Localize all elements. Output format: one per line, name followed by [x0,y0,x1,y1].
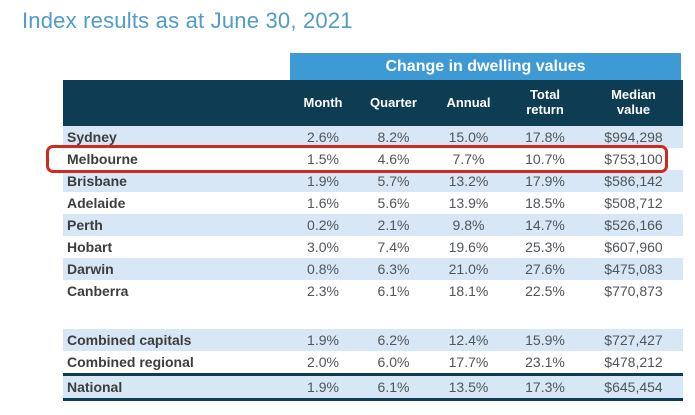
cell-value: 1.5% [307,151,339,167]
cell-value: 4.6% [377,151,410,167]
cell-value: 2.0% [307,354,339,370]
cell-value: 5.6% [377,195,410,211]
table-row: Adelaide 1.6% 5.6% 13.9% 18.5% $508,712 [63,192,683,214]
column-header-total-return: Total return [506,80,584,126]
cell-value: $753,100 [604,151,663,167]
cell-value: $478,212 [604,354,663,370]
cell-value: 5.7% [356,170,431,192]
row-label: Sydney [63,126,290,148]
row-label: Combined regional [67,354,194,370]
cell-value: 17.8% [506,126,584,148]
cell-value: $607,960 [604,239,663,255]
cell-value: 0.2% [290,214,356,236]
cell-value: 6.3% [356,258,431,280]
column-header-median-value: Median value [584,80,683,126]
cell-value: 22.5% [525,283,565,299]
cell-value: 9.8% [431,214,506,236]
cell-value: 13.9% [448,195,489,211]
row-label: Darwin [63,258,290,280]
table-row: Sydney 2.6% 8.2% 15.0% 17.8% $994,298 [63,126,683,148]
table-row: Perth 0.2% 2.1% 9.8% 14.7% $526,166 [63,214,683,236]
cell-value: 27.6% [506,258,584,280]
cell-value: 23.1% [525,354,565,370]
spacer-row [63,302,683,329]
cell-value: 0.8% [290,258,356,280]
cell-value: 2.6% [290,126,356,148]
cell-value: 7.4% [377,239,410,255]
column-header-month: Month [290,80,356,126]
cell-value: 2.1% [356,214,431,236]
table-row: Combined regional 2.0% 6.0% 17.7% 23.1% $478,… [63,351,683,375]
row-label: Adelaide [67,195,126,211]
column-header-blank [63,80,290,126]
cell-value: $475,083 [584,258,683,280]
group-header-change-in-dwelling-values: Change in dwelling values [290,53,681,80]
row-label: Hobart [67,239,113,255]
table-row: Hobart 3.0% 7.4% 19.6% 25.3% $607,960 [63,236,683,258]
column-header-quarter: Quarter [356,80,431,126]
row-label: Melbourne [67,151,138,167]
row-label: National [63,373,290,401]
cell-value: 18.5% [525,195,565,211]
cell-value: 12.4% [431,329,506,351]
cell-value: 13.2% [431,170,506,192]
cell-value: 19.6% [448,239,489,255]
table-row: Combined capitals 1.9% 6.2% 12.4% 15.9% $727,… [63,329,683,351]
cell-value: 14.7% [506,214,584,236]
cell-value: 6.1% [377,283,410,299]
table-row: Melbourne 1.5% 4.6% 7.7% 10.7% $753,100 [63,148,683,170]
cell-value: 6.0% [377,354,410,370]
cell-value: 13.5% [431,373,506,401]
page-title: Index results as at June 30, 2021 [22,8,353,33]
cell-value: 2.3% [307,283,339,299]
cell-value: 18.1% [448,283,489,299]
cell-value: 1.6% [307,195,339,211]
cell-value: $645,454 [584,373,683,401]
cell-value: 15.9% [506,329,584,351]
table-row: National 1.9% 6.1% 13.5% 17.3% $645,454 [63,373,683,401]
cell-value: 8.2% [356,126,431,148]
column-header-annual: Annual [431,80,506,126]
cell-value: $727,427 [584,329,683,351]
cell-value: 1.9% [290,373,356,401]
table-row: Canberra 2.3% 6.1% 18.1% 22.5% $770,873 [63,280,683,302]
row-label: Combined capitals [63,329,290,351]
table-row: Brisbane 1.9% 5.7% 13.2% 17.9% $586,142 [63,170,683,192]
cell-value: 17.7% [448,354,489,370]
row-label: Canberra [67,283,129,299]
row-label: Perth [63,214,290,236]
cell-value: 1.9% [290,329,356,351]
cell-value: 10.7% [525,151,565,167]
cell-value: 15.0% [431,126,506,148]
cell-value: $586,142 [584,170,683,192]
cell-value: $526,166 [584,214,683,236]
cell-value: 3.0% [307,239,339,255]
row-label: Brisbane [63,170,290,192]
table-body: Sydney 2.6% 8.2% 15.0% 17.8% $994,298 Melbourn… [63,126,683,401]
cell-value: 25.3% [525,239,565,255]
cell-value: 7.7% [452,151,485,167]
cell-value: 6.1% [356,373,431,401]
cell-value: 17.9% [506,170,584,192]
cell-value: $994,298 [584,126,683,148]
cell-value: 1.9% [290,170,356,192]
cell-value: 21.0% [431,258,506,280]
table-header-row: Month Quarter Annual Total return Median… [63,80,683,126]
cell-value: $508,712 [604,195,663,211]
index-results-table: Month Quarter Annual Total return Median… [63,80,683,401]
cell-value: 17.3% [506,373,584,401]
cell-value: $770,873 [604,283,663,299]
table-row: Darwin 0.8% 6.3% 21.0% 27.6% $475,083 [63,258,683,280]
cell-value: 6.2% [356,329,431,351]
